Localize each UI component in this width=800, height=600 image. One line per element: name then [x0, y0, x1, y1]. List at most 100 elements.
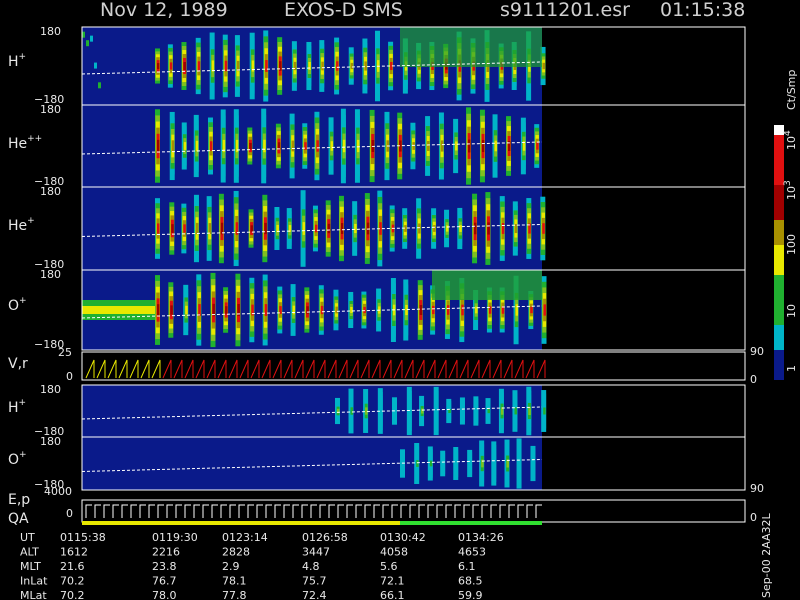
- stripe: [157, 223, 160, 234]
- stripe: [321, 61, 324, 71]
- stripe: [468, 139, 471, 153]
- data-area: [82, 385, 542, 437]
- sawtooth: [492, 359, 502, 379]
- row-value: 72.1: [380, 575, 405, 588]
- step: [211, 504, 218, 518]
- stripe: [354, 223, 357, 234]
- axis-zero: 0: [66, 370, 73, 383]
- row-value: 75.7: [302, 575, 327, 588]
- sawtooth: [382, 359, 392, 379]
- stripe: [276, 224, 279, 233]
- step: [247, 504, 254, 518]
- stripe: [399, 140, 402, 152]
- sawtooth: [349, 359, 359, 379]
- blob: [400, 27, 542, 67]
- stripe: [427, 141, 430, 151]
- axis-zero: 0: [66, 507, 73, 520]
- stripe: [522, 141, 526, 151]
- stripe: [405, 304, 408, 316]
- stripe: [412, 142, 415, 150]
- step: [409, 504, 416, 518]
- stripe: [249, 142, 252, 150]
- stripe: [264, 222, 267, 235]
- step: [535, 504, 542, 518]
- sawtooth: [129, 359, 139, 379]
- stripe: [408, 406, 412, 416]
- stripe: [335, 306, 338, 314]
- row-value: 6.1: [458, 560, 476, 573]
- row-value: 4.8: [302, 560, 320, 573]
- step: [346, 504, 353, 518]
- step: [328, 504, 335, 518]
- row-value: 72.4: [302, 589, 327, 600]
- sawtooth: [206, 359, 216, 379]
- stripe: [157, 304, 160, 316]
- stripe: [528, 223, 531, 234]
- stripe: [461, 408, 465, 414]
- colorbar-label: 10: [785, 304, 798, 318]
- axis-right: 90: [750, 345, 764, 358]
- stripe: [195, 140, 199, 152]
- stripe: [488, 306, 492, 314]
- reference-line: [81, 406, 543, 420]
- stripe: [494, 140, 498, 152]
- noise: [82, 31, 85, 38]
- row-value: 4653: [458, 546, 486, 559]
- row-value: 2.9: [222, 560, 240, 573]
- sawtooth: [173, 359, 183, 379]
- axis-top: 180: [40, 25, 61, 38]
- sawtooth: [250, 359, 260, 379]
- step: [400, 504, 407, 518]
- reference-line: [81, 61, 543, 75]
- base: 10: [785, 136, 798, 150]
- sawtooth: [195, 359, 205, 379]
- stripe: [183, 142, 187, 150]
- stripe: [532, 460, 535, 467]
- sawtooth: [525, 359, 535, 379]
- noise: [94, 62, 97, 69]
- data-area: [82, 105, 542, 187]
- colorbar-label: 104: [783, 130, 798, 150]
- step: [418, 504, 425, 518]
- step: [229, 504, 236, 518]
- sawtooth: [162, 359, 172, 379]
- step: [112, 504, 119, 518]
- stripe: [363, 306, 366, 314]
- axis-top: 180: [40, 383, 61, 396]
- step: [202, 504, 209, 518]
- step: [274, 504, 281, 518]
- axis-right: 90: [750, 482, 764, 495]
- stripe: [500, 407, 504, 415]
- step: [337, 504, 344, 518]
- sawtooth: [261, 359, 271, 379]
- step: [427, 504, 434, 518]
- step: [436, 504, 443, 518]
- colorbar-label: 1: [785, 365, 798, 372]
- stripe: [393, 408, 397, 414]
- stripe: [474, 222, 477, 235]
- axis-bottom: −180: [34, 175, 64, 188]
- colorbar-label: 100: [785, 234, 798, 255]
- colorbar-label: 103: [783, 180, 798, 200]
- step: [373, 504, 380, 518]
- file-name: s9111201.esr: [500, 0, 630, 21]
- step: [517, 504, 524, 518]
- row-label: MLat: [20, 589, 47, 600]
- row-value: 1612: [60, 546, 88, 559]
- sawtooth: [327, 359, 337, 379]
- stripe: [530, 306, 533, 314]
- stripe: [209, 141, 213, 151]
- panel-label: O+: [8, 296, 27, 314]
- axis-right: 0: [750, 511, 757, 524]
- sawtooth: [338, 359, 348, 379]
- stripe: [518, 459, 522, 468]
- sawtooth: [404, 359, 414, 379]
- row-value: 3447: [302, 546, 330, 559]
- stripe: [292, 305, 296, 315]
- stripe: [251, 60, 255, 72]
- labels: H+180−180He++180−180He+180−180O+180−180H…: [8, 25, 798, 600]
- stripe: [364, 61, 367, 71]
- data-area: [82, 437, 542, 490]
- row-value: 2828: [222, 546, 250, 559]
